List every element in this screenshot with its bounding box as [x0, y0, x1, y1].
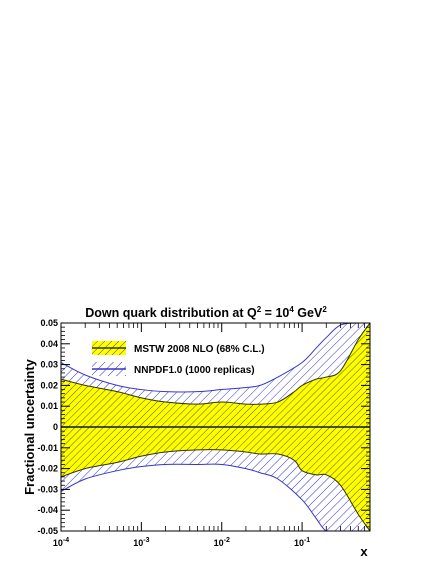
legend-entry-mstw: MSTW 2008 NLO (68% C.L.): [92, 341, 265, 355]
x-tick-label: 10-3: [133, 537, 149, 548]
y-tick-label: 0.01: [40, 401, 58, 411]
legend: MSTW 2008 NLO (68% C.L.) NNPDF1.0 (1000 …: [92, 341, 265, 376]
y-tick-label: 0: [53, 422, 58, 432]
legend-label-mstw: MSTW 2008 NLO (68% C.L.): [134, 344, 265, 355]
y-tick-label: -0.01: [37, 443, 58, 453]
x-tick-label: 10-1: [294, 537, 310, 548]
y-tick-label: -0.05: [37, 526, 58, 536]
y-tick-label: 0.04: [40, 339, 58, 349]
x-tick-label: 10-2: [214, 537, 230, 548]
y-tick-label: 0.05: [40, 318, 58, 328]
chart-title: Down quark distribution at Q2 = 104 GeV2: [85, 305, 327, 320]
legend-entry-nnpdf: NNPDF1.0 (1000 replicas): [92, 362, 255, 376]
x-axis-label: x: [360, 544, 368, 559]
x-axis: 10-4 10-3 10-2 10-1: [53, 323, 366, 548]
y-tick-label: -0.03: [37, 484, 58, 494]
y-tick-label: 0.02: [40, 380, 58, 390]
y-tick-label: -0.02: [37, 464, 58, 474]
nnpdf-lower-edge: [61, 463, 370, 531]
mstw-upper-edge: [61, 323, 370, 405]
y-axis: -0.05 -0.04 -0.03 -0.02 -0.01 0 0.01 0.02 0.03 0.…: [37, 318, 370, 536]
mstw-lower-edge: [61, 449, 370, 531]
y-axis-label: Fractional uncertainty: [22, 358, 37, 495]
nnpdf-upper-edge: [61, 323, 370, 393]
x-tick-label: 10-4: [53, 537, 69, 548]
legend-label-nnpdf: NNPDF1.0 (1000 replicas): [134, 365, 255, 376]
y-tick-label: -0.04: [37, 505, 58, 515]
y-tick-label: 0.03: [40, 360, 58, 370]
